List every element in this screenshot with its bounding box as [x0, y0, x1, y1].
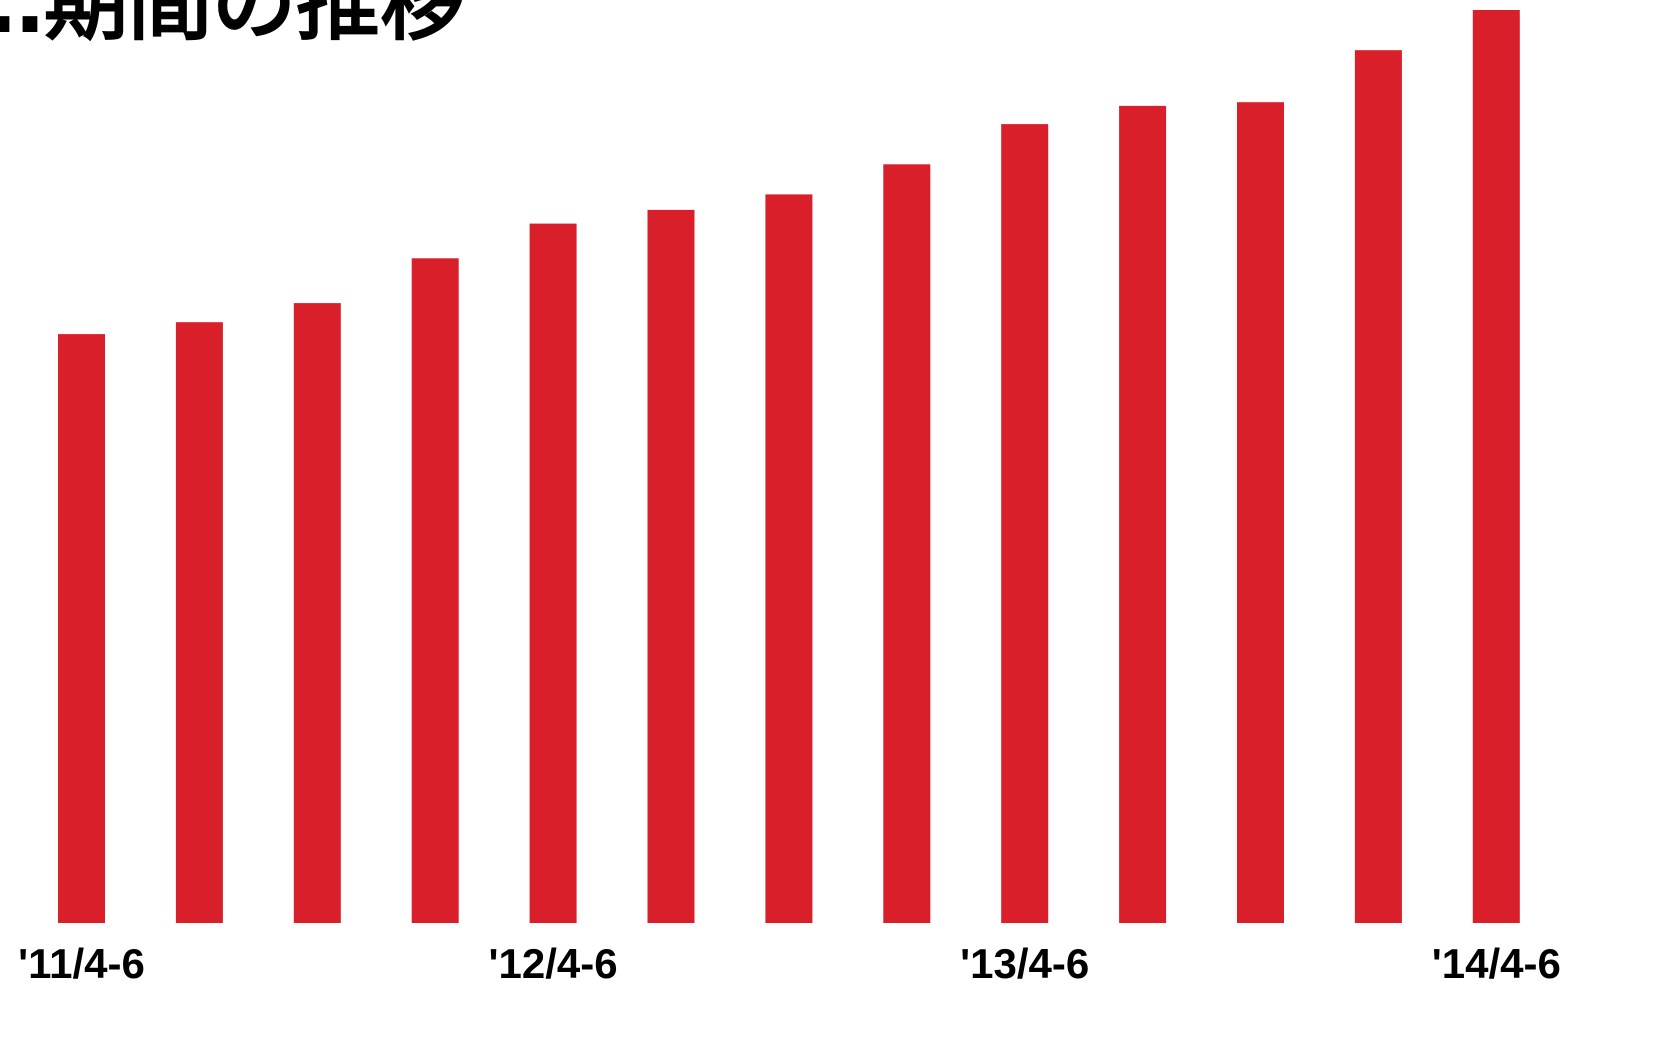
bar-12 — [1472, 10, 1520, 923]
bar-7 — [883, 164, 931, 924]
x-axis-labels: '11/4-6 '12/4-6 '13/4-6 '14/4-6 — [18, 940, 1561, 987]
x-tick-label-1: '12/4-6 — [489, 940, 618, 987]
x-tick-label-0: '11/4-6 — [18, 940, 145, 987]
bar-0 — [58, 334, 105, 924]
bar-4 — [529, 223, 577, 924]
bar-10 — [1237, 102, 1284, 923]
bar-3 — [411, 258, 459, 923]
bar-5 — [647, 209, 695, 923]
bar-9 — [1119, 105, 1167, 923]
x-tick-label-3: '14/4-6 — [1432, 940, 1561, 987]
bar-6 — [765, 194, 813, 923]
chart-title: …期間の推移 — [0, 0, 464, 52]
bars-group — [58, 10, 1520, 924]
bar-8 — [1001, 124, 1049, 924]
bar-1 — [175, 322, 223, 923]
x-tick-label-2: '13/4-6 — [960, 940, 1089, 987]
bar-11 — [1354, 50, 1402, 923]
bar-2 — [293, 303, 341, 924]
